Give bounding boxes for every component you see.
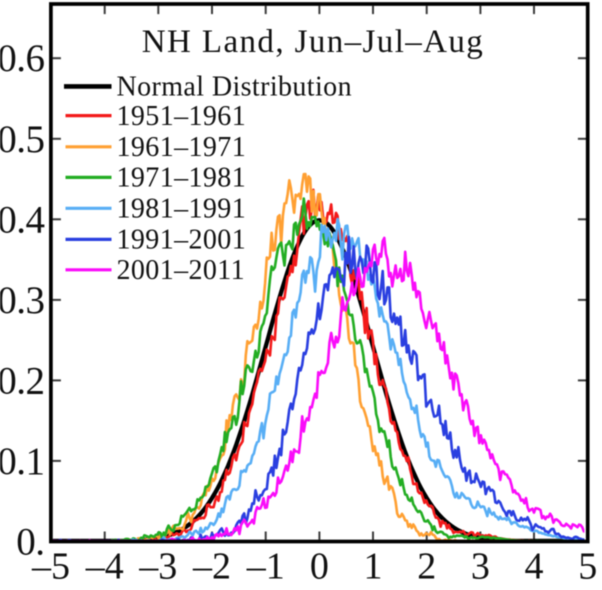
svg-text:–2: –2 bbox=[192, 546, 231, 588]
svg-text:1: 1 bbox=[364, 546, 383, 588]
svg-text:Normal Distribution: Normal Distribution bbox=[117, 72, 352, 103]
svg-text:–4: –4 bbox=[85, 546, 124, 588]
svg-text:2: 2 bbox=[417, 546, 436, 588]
svg-text:0.3: 0.3 bbox=[0, 279, 45, 322]
svg-text:0.: 0. bbox=[16, 521, 44, 564]
svg-text:–3: –3 bbox=[138, 546, 177, 588]
svg-text:0.6: 0.6 bbox=[0, 37, 45, 80]
svg-text:0.5: 0.5 bbox=[0, 118, 45, 161]
svg-text:3: 3 bbox=[471, 546, 490, 588]
svg-text:4: 4 bbox=[525, 546, 544, 588]
svg-text:2001–2011: 2001–2011 bbox=[117, 255, 246, 286]
svg-text:5: 5 bbox=[578, 546, 597, 588]
svg-text:1971–1981: 1971–1981 bbox=[117, 163, 247, 194]
svg-text:0: 0 bbox=[310, 546, 329, 588]
svg-text:–1: –1 bbox=[246, 546, 285, 588]
svg-text:0.4: 0.4 bbox=[0, 198, 45, 241]
svg-text:1961–1971: 1961–1971 bbox=[117, 132, 247, 163]
svg-text:0.2: 0.2 bbox=[0, 359, 45, 402]
svg-text:–5: –5 bbox=[31, 546, 70, 588]
svg-text:0.1: 0.1 bbox=[0, 440, 45, 483]
svg-text:1951–1961: 1951–1961 bbox=[117, 101, 247, 132]
svg-text:NH Land, Jun–Jul–Aug: NH Land, Jun–Jul–Aug bbox=[142, 24, 484, 60]
svg-text:1981–1991: 1981–1991 bbox=[117, 194, 247, 225]
svg-text:1991–2001: 1991–2001 bbox=[117, 225, 247, 256]
